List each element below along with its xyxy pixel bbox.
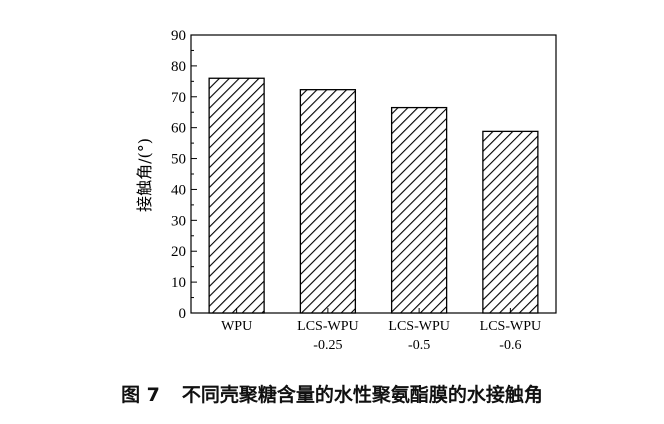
bar — [390, 106, 448, 314]
y-tick-label: 80 — [171, 59, 186, 75]
y-tick-label: 70 — [171, 90, 186, 106]
figure-caption-text: 不同壳聚糖含量的水性聚氨酯膜的水接触角 — [181, 384, 543, 406]
bar — [299, 89, 357, 314]
bar — [208, 77, 265, 314]
bar — [482, 130, 539, 314]
y-tick-label: 60 — [171, 121, 186, 137]
figure-caption: 图 7 不同壳聚糖含量的水性聚氨酯膜的水接触角 — [0, 380, 664, 407]
y-tick-label: 90 — [171, 28, 186, 44]
x-tick-label: -0.25 — [313, 338, 342, 353]
y-tick-label: 50 — [171, 152, 186, 168]
x-tick-label: LCS-WPU — [480, 319, 541, 334]
x-tick-label: WPU — [221, 319, 252, 334]
y-tick-label: 30 — [171, 213, 186, 229]
y-tick-label: 20 — [171, 244, 186, 260]
x-tick-label: -0.5 — [408, 338, 430, 353]
x-tick-label: LCS-WPU — [388, 319, 449, 334]
y-axis-title: 接触角/(°) — [135, 138, 154, 212]
y-tick-label: 10 — [171, 275, 186, 291]
x-tick-label: -0.6 — [499, 338, 521, 353]
y-tick-label: 40 — [171, 182, 186, 198]
y-tick-label: 0 — [179, 306, 187, 322]
x-tick-label: LCS-WPU — [297, 319, 358, 334]
figure-number: 图 7 — [121, 384, 160, 406]
